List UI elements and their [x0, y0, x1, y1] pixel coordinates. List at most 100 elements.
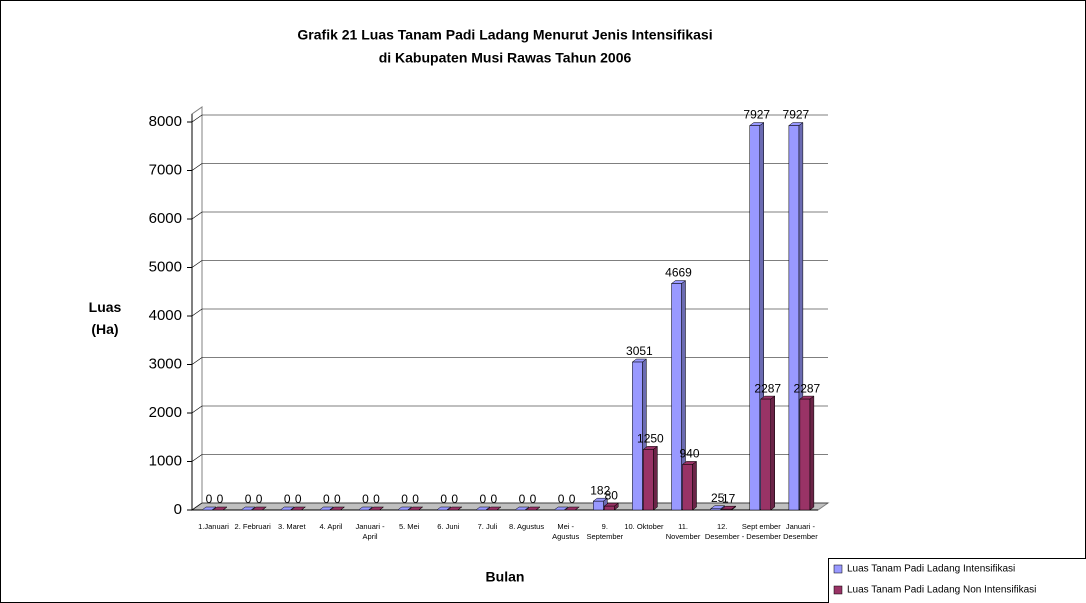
x-tick-label: 5. Mei — [398, 522, 420, 531]
data-label: 0 — [256, 492, 263, 506]
data-label: 0 — [334, 492, 341, 506]
x-tick-label: 4. April — [319, 522, 343, 531]
bar-top — [290, 506, 306, 511]
data-label: 0 — [245, 492, 252, 506]
y-tick-label: 7000 — [149, 161, 182, 178]
bar-top — [357, 506, 374, 511]
x-tick-label: Mei - Agustus — [552, 522, 580, 541]
bar-top — [525, 506, 541, 511]
grid-line — [191, 211, 203, 220]
data-label: 0 — [491, 492, 498, 506]
bar-top — [486, 506, 502, 511]
data-label: 0 — [530, 492, 537, 506]
bar-top — [279, 506, 295, 511]
data-label: 0 — [362, 492, 369, 506]
bar-top — [514, 506, 530, 511]
bar-top — [564, 506, 580, 511]
y-tick-label: 5000 — [149, 258, 182, 275]
bar-top — [407, 506, 424, 511]
x-tick-label: 3. Maret — [278, 522, 306, 531]
bar-top — [475, 506, 491, 511]
y-axis-label: Luas (Ha) — [89, 299, 122, 337]
bar-side — [653, 445, 658, 511]
data-label: 0 — [569, 492, 576, 506]
x-tick-label: Sept ember - Desember — [741, 522, 781, 541]
y-tick-label: 0 — [174, 501, 182, 518]
data-label: 940 — [679, 447, 699, 461]
legend-label: Luas Tanam Padi Ladang Intensifikasi — [847, 564, 1015, 575]
grid-line — [191, 163, 203, 171]
data-label: 0 — [451, 492, 458, 506]
x-tick-label: Januari - April — [355, 522, 385, 541]
data-label: 80 — [605, 488, 619, 502]
legend-swatch — [833, 585, 843, 595]
data-label: 0 — [480, 492, 487, 506]
data-label: 0 — [284, 492, 291, 506]
legend-label: Luas Tanam Padi Ladang Non Intensifikasi — [847, 585, 1036, 596]
bar — [671, 283, 682, 511]
x-tick-label: 2. Februari — [234, 522, 271, 531]
data-label: 25 — [711, 491, 725, 505]
bar-top — [447, 506, 463, 511]
x-tick-label: 7. Juli — [477, 522, 498, 531]
legend — [828, 558, 1086, 603]
y-tick-label: 4000 — [149, 307, 182, 324]
y-tick-label: 2000 — [149, 404, 182, 421]
bar — [604, 505, 615, 511]
grid-line — [191, 502, 203, 511]
grid-line — [191, 357, 203, 365]
bar-side — [770, 395, 775, 511]
bar-side — [809, 395, 815, 511]
data-label: 0 — [440, 492, 447, 506]
x-tick-label: 12. Desember — [704, 522, 740, 541]
bar-side — [692, 460, 697, 511]
data-label: 0 — [217, 492, 224, 506]
data-label: 2287 — [754, 381, 781, 395]
bar-top — [318, 506, 335, 511]
x-tick-label: Januari - Desember — [783, 522, 818, 541]
bar — [643, 449, 654, 511]
bar-top — [212, 506, 228, 511]
bar-top — [436, 506, 452, 511]
grid-line — [191, 454, 203, 462]
data-label: 7927 — [743, 108, 770, 122]
y-tick-label: 8000 — [149, 113, 182, 130]
bar — [799, 398, 811, 511]
data-label: 0 — [373, 492, 380, 506]
data-label: 7927 — [783, 108, 810, 122]
data-label: 4669 — [665, 266, 692, 280]
chart-subtitle: di Kabupaten Musi Rawas Tahun 2006 — [379, 50, 632, 66]
bar-top — [368, 506, 385, 511]
bar-top — [251, 506, 267, 511]
legend-swatch — [833, 564, 843, 574]
data-label: 1250 — [637, 432, 664, 446]
bar-top — [329, 506, 346, 511]
grid-line — [191, 308, 203, 317]
data-label: 0 — [323, 492, 330, 506]
x-axis-label: Bulan — [486, 569, 525, 585]
back-wall — [191, 106, 203, 511]
x-tick-label: 9. September — [586, 522, 624, 541]
data-label: 0 — [519, 492, 526, 506]
data-label: 0 — [295, 492, 302, 506]
bar — [710, 508, 721, 511]
bar-top — [201, 506, 217, 511]
x-tick-label: 10. Oktober — [624, 522, 664, 531]
x-tick-label: 6. Juni — [437, 522, 460, 531]
x-tick-label: 8. Agustus — [509, 522, 545, 531]
data-label: 0 — [558, 492, 565, 506]
bar — [593, 500, 604, 511]
bar — [788, 125, 800, 511]
x-tick-label: 1.Januari — [198, 522, 229, 531]
x-tick-label: 11. November — [665, 522, 701, 541]
bar-top — [240, 506, 256, 511]
y-tick-label: 6000 — [149, 210, 182, 227]
bar — [760, 398, 771, 511]
data-label: 0 — [206, 492, 213, 506]
data-label: 0 — [412, 492, 419, 506]
chart-title: Grafik 21 Luas Tanam Padi Ladang Menurut… — [297, 27, 712, 43]
grid-line — [191, 405, 203, 414]
